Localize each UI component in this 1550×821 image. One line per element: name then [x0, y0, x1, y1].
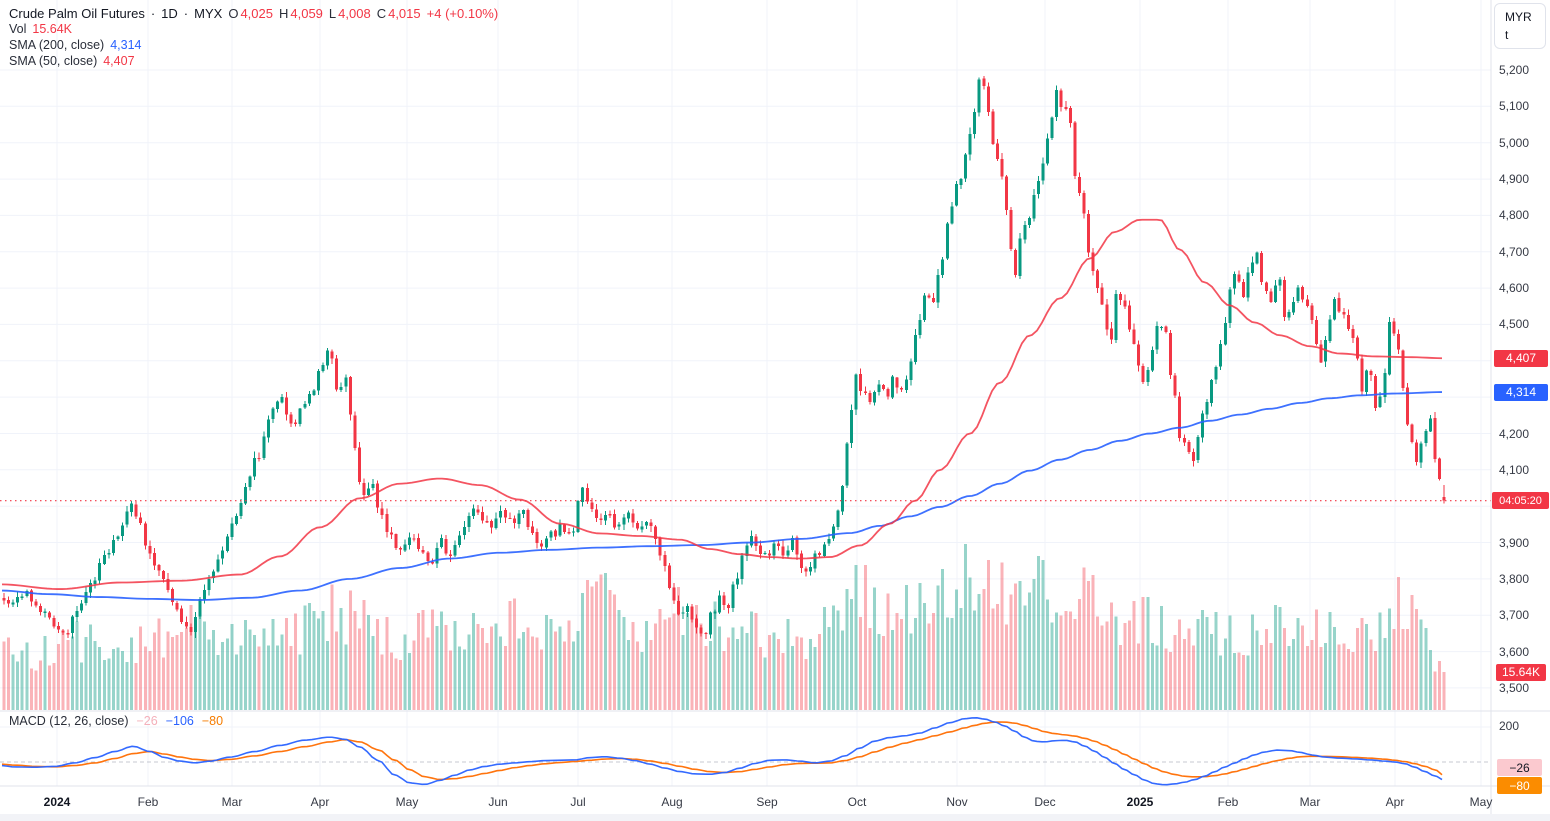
x-axis-label: Feb: [137, 795, 159, 809]
macd-label: MACD (12, 26, close): [9, 714, 129, 728]
sma200-legend-row[interactable]: SMA (200, close) 4,314: [9, 37, 498, 53]
bottom-strip: [0, 814, 1550, 821]
y-axis-label: 4,200: [1499, 426, 1530, 441]
macd-line-value: −106: [165, 714, 194, 728]
currency-unit-button[interactable]: MYR t: [1494, 3, 1546, 49]
x-axis-label: Jul: [570, 795, 586, 809]
x-axis-label: Jun: [488, 795, 508, 809]
macd-hist-badge: −26: [1497, 759, 1542, 777]
ohlc-high: H 4,059: [278, 5, 323, 21]
price-axis[interactable]: 5,200 5,100 5,000 4,900 4,800 4,700 4,600 4,500…: [1491, 0, 1550, 786]
sma50-label: SMA (50, close): [9, 54, 98, 68]
x-axis-label: Feb: [1217, 795, 1239, 809]
x-axis-label: May: [395, 795, 419, 809]
interval-label: 1D: [161, 5, 178, 21]
macd-scale-label: 200: [1499, 719, 1520, 733]
sma50-price-badge: 4,407: [1494, 349, 1548, 367]
macd-signal-value: −80: [201, 714, 224, 728]
x-axis-label: Mar: [221, 795, 243, 809]
y-axis-label: 3,800: [1499, 571, 1530, 586]
y-axis-label: 5,200: [1499, 63, 1530, 77]
x-axis-label: 2025: [1126, 795, 1154, 809]
x-axis-label: Apr: [1385, 795, 1405, 809]
macd-hist-value: −26: [136, 714, 158, 728]
sma50-value: 4,407: [103, 54, 135, 68]
x-axis-label: Sep: [756, 795, 778, 809]
y-axis-label: 4,900: [1499, 172, 1530, 187]
x-axis-label: Dec: [1034, 795, 1056, 809]
x-axis-label: Aug: [661, 795, 683, 809]
y-axis-label: 4,600: [1499, 281, 1530, 296]
time-axis[interactable]: 2024 Feb Mar Apr May Jun Jul Aug Sep Oct Nov Dec 202…: [0, 786, 1550, 821]
y-axis-label: 3,700: [1499, 608, 1530, 623]
y-axis-label: 4,800: [1499, 208, 1530, 223]
x-axis-label: Nov: [946, 795, 968, 809]
ohlc-close: C 4,015: [376, 5, 421, 21]
x-axis-label: Oct: [847, 795, 867, 809]
bar-countdown-badge: 04:05:20: [1492, 492, 1549, 510]
ohlc-low: L 4,008: [328, 5, 371, 21]
currency-label: MYR: [1505, 10, 1532, 24]
y-axis-label: 3,600: [1499, 644, 1530, 659]
y-axis-label: 5,000: [1499, 135, 1530, 150]
sma200-value: 4,314: [110, 38, 142, 52]
sma50-legend-row[interactable]: SMA (50, close) 4,407: [9, 53, 498, 69]
sma200-label: SMA (200, close): [9, 38, 105, 52]
symbol-legend-row[interactable]: Crude Palm Oil Futures · 1D · MYX O 4,025…: [9, 5, 498, 21]
y-axis-label: 4,500: [1499, 317, 1530, 332]
volume-label: Vol: [9, 22, 27, 36]
macd-legend-row[interactable]: MACD (12, 26, close) −26 −106 −80: [9, 714, 223, 728]
volume-legend-row[interactable]: Vol 15.64K: [9, 21, 498, 37]
y-axis-label: 4,700: [1499, 244, 1530, 259]
macd-signal-badge: −80: [1497, 777, 1542, 795]
change-value: +4 (+0.10%): [426, 5, 499, 21]
unit-label: t: [1505, 28, 1509, 42]
x-axis-label: May: [1469, 795, 1493, 809]
ohlc-open: O 4,025: [228, 5, 273, 21]
x-axis-label: Mar: [1299, 795, 1321, 809]
chart-legend: Crude Palm Oil Futures · 1D · MYX O 4,025…: [9, 5, 498, 69]
x-axis-label: Apr: [310, 795, 330, 809]
volume-value: 15.64K: [32, 22, 73, 36]
y-axis-label: 4,100: [1499, 462, 1530, 477]
exchange-label: MYX: [194, 5, 223, 21]
sma200-price-badge: 4,314: [1494, 383, 1548, 401]
y-axis-label: 3,500: [1499, 680, 1530, 695]
volume-value-badge: 15.64K: [1496, 663, 1546, 681]
y-axis-label: 5,100: [1499, 99, 1530, 114]
separator-dot: ·: [183, 5, 189, 21]
separator-dot: ·: [150, 5, 156, 21]
y-axis-label: 3,900: [1499, 535, 1530, 550]
symbol-title: Crude Palm Oil Futures: [9, 5, 145, 21]
x-axis-label: 2024: [43, 795, 71, 809]
